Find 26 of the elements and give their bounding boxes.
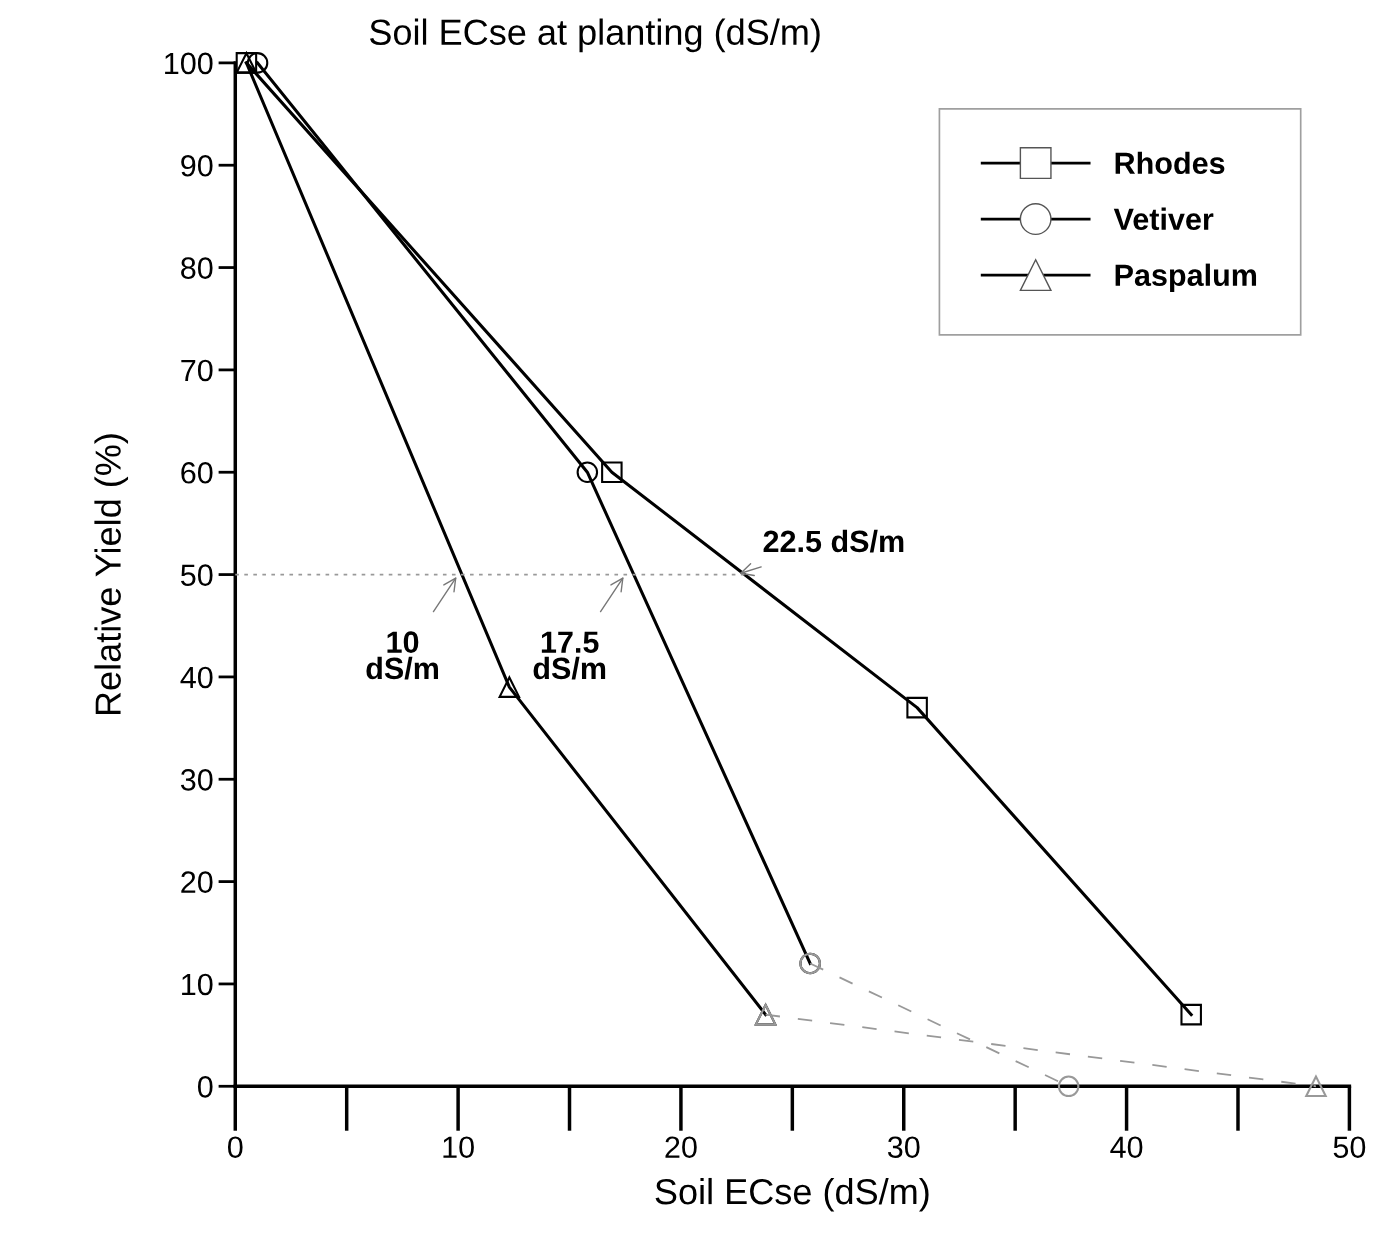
y-tick-label: 80 [181, 257, 213, 279]
x-tick-label: 30 [887, 1136, 920, 1159]
y-tick-label: 0 [197, 1076, 213, 1098]
y-tick-label: 90 [181, 154, 213, 177]
annotation: 10 dS/m [366, 631, 439, 680]
x-tick-label: 50 [1333, 1136, 1366, 1159]
legend-label: Rhodes [1115, 151, 1225, 175]
legend-label: Vetiver [1113, 207, 1214, 231]
y-tick-label: 100 [165, 52, 213, 75]
annotation: 17.5 dS/m [533, 631, 606, 680]
y-tick-label: 60 [181, 461, 213, 484]
y-tick-label: 40 [180, 666, 213, 689]
y-tick-label: 50 [180, 564, 213, 586]
y-tick-label: 20 [181, 871, 213, 893]
legend-label: Paspalum [1115, 263, 1257, 293]
y-tick-label: 30 [180, 768, 213, 791]
y-tick-label: 70 [181, 359, 213, 382]
y-tick-label: 10 [182, 973, 213, 996]
x-axis-title: Soil ECse (dS/m) [655, 1177, 929, 1212]
chart-title: Soil ECse at planting (dS/m) [369, 18, 820, 53]
annotation: 22.5 dS/m [763, 529, 904, 553]
x-tick-label: 10 [443, 1136, 474, 1159]
x-tick-label: 20 [665, 1136, 697, 1159]
x-tick-label: 40 [1110, 1136, 1143, 1159]
x-tick-label: 0 [227, 1136, 243, 1159]
y-axis-title: Relative Yield (%) [94, 434, 129, 715]
